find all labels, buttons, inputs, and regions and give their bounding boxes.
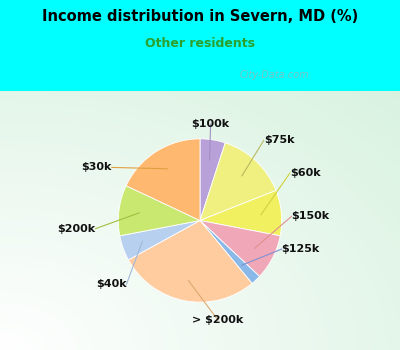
Wedge shape [128, 220, 252, 302]
Wedge shape [200, 220, 280, 276]
Text: $125k: $125k [282, 244, 320, 254]
Text: Other residents: Other residents [145, 37, 255, 50]
Text: $75k: $75k [264, 135, 294, 146]
Wedge shape [120, 220, 200, 260]
Wedge shape [118, 186, 200, 236]
Wedge shape [126, 139, 200, 220]
Text: $40k: $40k [96, 279, 126, 289]
Wedge shape [200, 143, 276, 220]
Text: $30k: $30k [82, 162, 112, 173]
Text: Income distribution in Severn, MD (%): Income distribution in Severn, MD (%) [42, 9, 358, 24]
Wedge shape [200, 190, 282, 236]
Text: $150k: $150k [292, 211, 330, 222]
Wedge shape [200, 139, 225, 220]
Wedge shape [200, 220, 260, 284]
Text: $100k: $100k [192, 119, 230, 129]
Text: $200k: $200k [57, 224, 96, 234]
Text: $60k: $60k [290, 168, 320, 178]
Text: > $200k: > $200k [192, 315, 244, 325]
Text: City-Data.com: City-Data.com [240, 70, 310, 80]
